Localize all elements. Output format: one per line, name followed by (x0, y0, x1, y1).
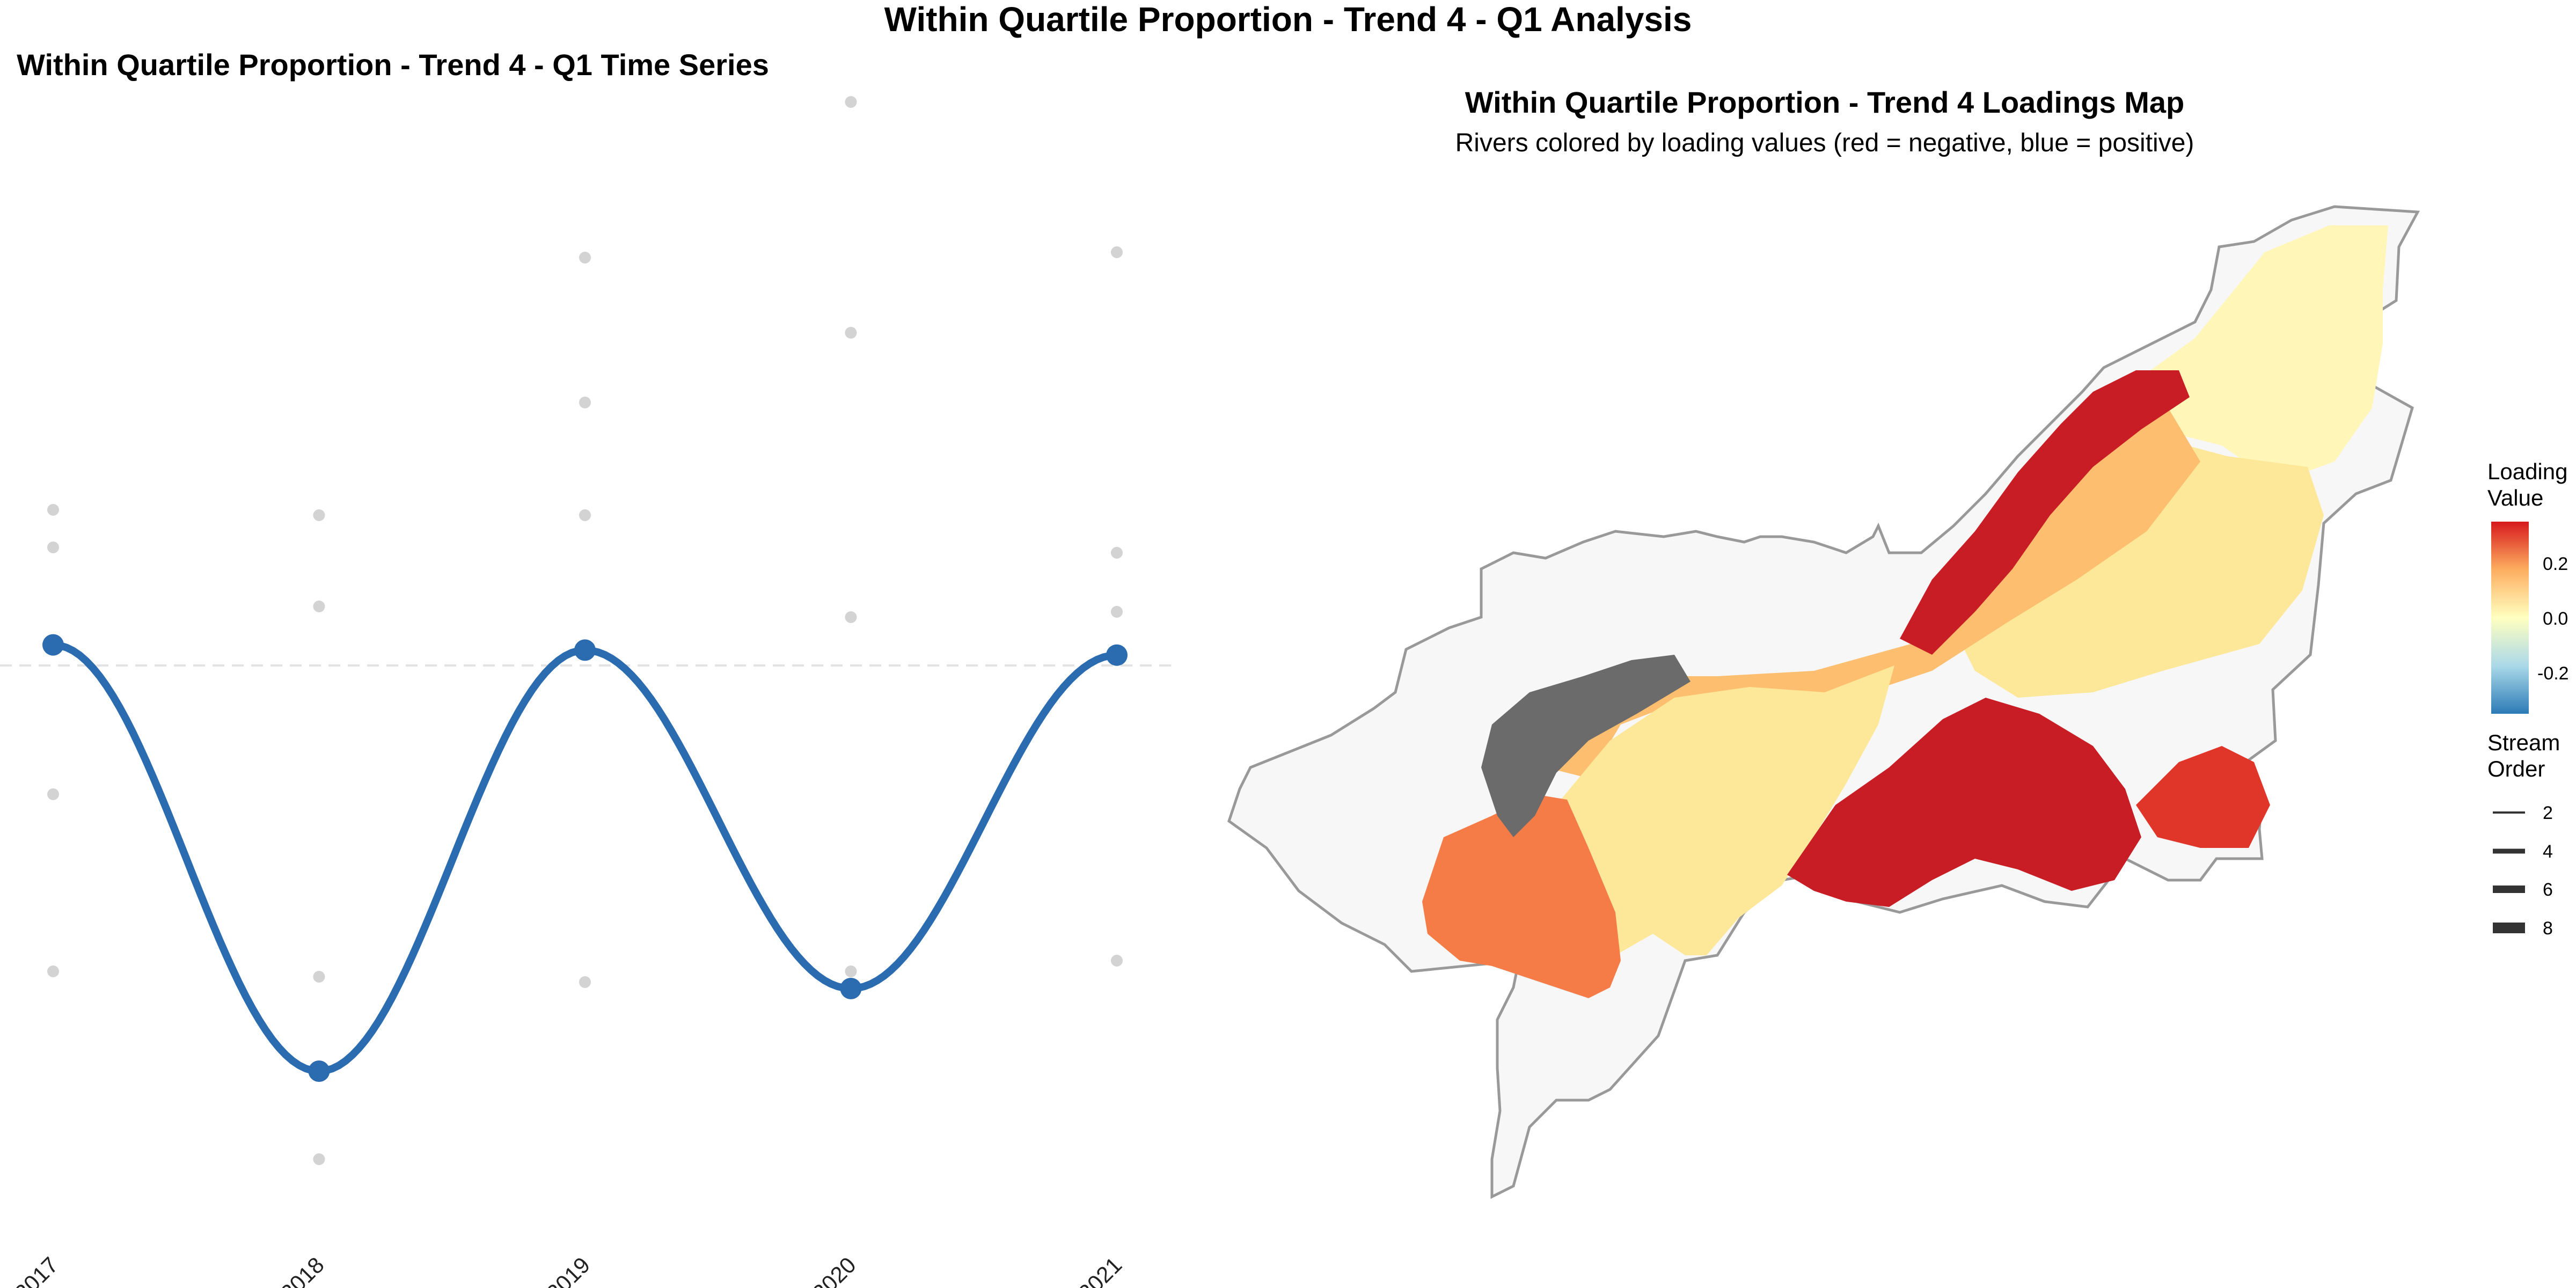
loading-legend-title-line2: Value (2487, 485, 2543, 510)
time-series-title: Within Quartile Proportion - Trend 4 - Q… (17, 48, 769, 82)
map-subtitle: Rivers colored by loading values (red = … (1455, 129, 2194, 157)
x-tick-label: 2019 (541, 1252, 595, 1288)
stream-order-label: 6 (2543, 880, 2553, 900)
background-point (47, 504, 59, 516)
map-legend: Loading Value 0.2 0.0 -0.2 Stream Order … (2487, 459, 2569, 939)
background-point (313, 601, 325, 612)
loadings-map-panel: Within Quartile Proportion - Trend 4 Loa… (1227, 85, 2569, 1199)
background-point (313, 1153, 325, 1165)
series-point (308, 1060, 330, 1082)
loading-colorbar (2491, 522, 2529, 714)
x-tick-label: 2018 (276, 1252, 329, 1288)
river-zone-dark-red-north (1900, 370, 2190, 655)
river-zone-red-east (2136, 746, 2270, 848)
background-point (579, 397, 591, 408)
stream-order-label: 4 (2543, 841, 2553, 862)
stream-order-label: 8 (2543, 918, 2553, 939)
background-point (313, 509, 325, 521)
x-tick-label: 2017 (10, 1252, 63, 1288)
series-point (42, 634, 64, 656)
background-point (1111, 246, 1123, 258)
background-point (579, 509, 591, 521)
time-series-plot-area: 2017 2018 2019 2020 2021 (0, 96, 1173, 1288)
background-point (579, 252, 591, 264)
background-point (47, 788, 59, 800)
x-tick-label: 2020 (808, 1252, 861, 1288)
series-line (49, 641, 1121, 1075)
stream-order-label: 2 (2543, 803, 2553, 823)
stream-order-legend-title-line2: Order (2487, 756, 2545, 781)
background-point (1111, 547, 1123, 559)
series-point (840, 978, 862, 999)
background-point (313, 971, 325, 983)
river-zone-gray (1481, 655, 1690, 837)
loading-tick-label: -0.2 (2537, 663, 2569, 684)
series-point (574, 639, 596, 661)
background-point (47, 541, 59, 553)
time-series-panel: Within Quartile Proportion - Trend 4 - Q… (0, 48, 1173, 1288)
background-point (579, 976, 591, 988)
river-zone-light-orange (1546, 408, 2200, 778)
river-zone-light-yellow (1556, 665, 1894, 955)
river-zone-orange-west (1422, 794, 1621, 998)
river-zone-pale-yellow (2136, 225, 2388, 483)
loading-legend-title-line1: Loading (2487, 459, 2567, 484)
loading-tick-label: 0.0 (2543, 609, 2568, 629)
background-point (47, 965, 59, 977)
background-point (845, 327, 857, 339)
river-zone-dark-red-south (1787, 698, 2141, 907)
background-point (1111, 606, 1123, 618)
figure-title: Within Quartile Proportion - Trend 4 - Q… (884, 0, 1692, 39)
x-tick-label: 2021 (1073, 1252, 1126, 1288)
background-point (1111, 955, 1123, 967)
stream-order-legend-title-line1: Stream (2487, 730, 2560, 755)
background-point (845, 965, 857, 977)
series-point (1106, 644, 1128, 666)
map-title: Within Quartile Proportion - Trend 4 Loa… (1465, 85, 2184, 119)
river-network (1422, 225, 2388, 998)
background-point (845, 96, 857, 108)
loading-tick-label: 0.2 (2543, 554, 2568, 574)
background-point (845, 611, 857, 623)
